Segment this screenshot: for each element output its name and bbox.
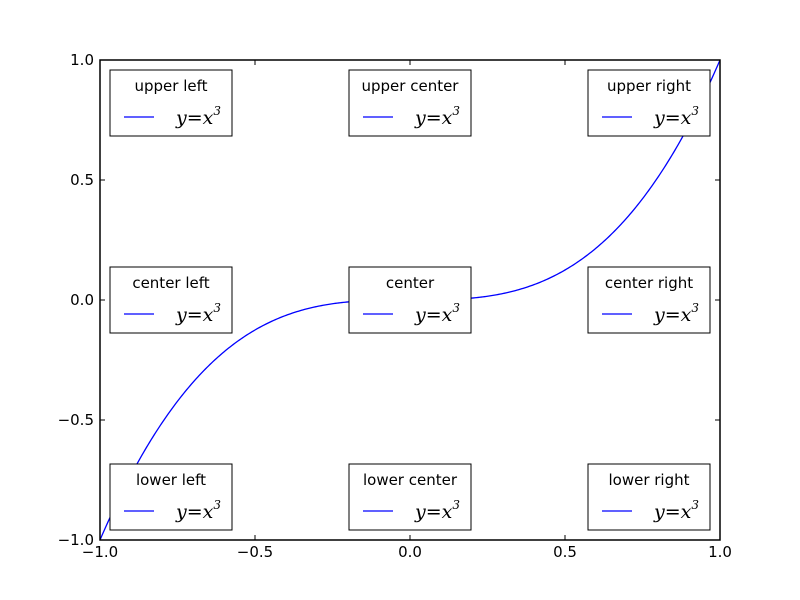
- legend-label-exponent: 3: [691, 301, 699, 315]
- legend-label-exponent: 3: [691, 498, 699, 512]
- y-tick-label: −0.5: [58, 411, 94, 429]
- legend-label-base: y=x: [414, 107, 453, 129]
- legend-title: lower left: [136, 471, 206, 489]
- legend-label-exponent: 3: [452, 498, 460, 512]
- legend-title: upper right: [607, 77, 691, 95]
- legend-center: center y=x3: [348, 266, 472, 334]
- x-tick-label: 0.5: [553, 543, 577, 561]
- y-tick-label: 0.5: [70, 171, 94, 189]
- legend-center-right: center right y=x3: [587, 266, 711, 334]
- legend-title: upper center: [362, 77, 460, 95]
- x-tick-label: 0.0: [398, 543, 422, 561]
- legend-box: [348, 69, 472, 137]
- legend-box: [109, 463, 233, 531]
- legend-center-left: center left y=x3: [109, 266, 233, 334]
- legend-box: [587, 69, 711, 137]
- legend-title: center left: [132, 274, 209, 292]
- legend-box: [109, 266, 233, 334]
- legend-label-base: y=x: [653, 304, 692, 326]
- legend-label: y=x3: [175, 498, 221, 523]
- legend-label: y=x3: [414, 301, 460, 326]
- x-tick-label: 1.0: [708, 543, 732, 561]
- legend-label-exponent: 3: [452, 104, 460, 118]
- legend-lower-center: lower center y=x3: [348, 463, 472, 531]
- legend-label: y=x3: [414, 104, 460, 129]
- legend-label-exponent: 3: [213, 498, 221, 512]
- legend-label-base: y=x: [175, 304, 214, 326]
- legend-box: [109, 69, 233, 137]
- legend-label: y=x3: [653, 301, 699, 326]
- legend-label-base: y=x: [175, 107, 214, 129]
- legend-label-base: y=x: [653, 107, 692, 129]
- legend-label-base: y=x: [175, 501, 214, 523]
- y-tick-label: 0.0: [70, 291, 94, 309]
- legend-label-base: y=x: [414, 501, 453, 523]
- x-tick-label: −1.0: [82, 543, 118, 561]
- legend-title: center: [386, 274, 435, 292]
- y-tick-label: 1.0: [70, 51, 94, 69]
- legend-box: [348, 463, 472, 531]
- legend-label: y=x3: [414, 498, 460, 523]
- legend-title: lower right: [608, 471, 689, 489]
- legend-label-exponent: 3: [213, 301, 221, 315]
- y-tick-label: −1.0: [58, 531, 94, 549]
- legend-title: center right: [605, 274, 693, 292]
- legend-box: [587, 266, 711, 334]
- legend-box: [587, 463, 711, 531]
- legend-label: y=x3: [175, 104, 221, 129]
- legend-box: [348, 266, 472, 334]
- legend-label-exponent: 3: [691, 104, 699, 118]
- legend-title: lower center: [363, 471, 458, 489]
- legend-upper-center: upper center y=x3: [348, 69, 472, 137]
- legend-label-exponent: 3: [213, 104, 221, 118]
- legend-label: y=x3: [175, 301, 221, 326]
- legend-lower-left: lower left y=x3: [109, 463, 233, 531]
- x-tick-label: −0.5: [237, 543, 273, 561]
- legend-lower-right: lower right y=x3: [587, 463, 711, 531]
- legend-label-base: y=x: [653, 501, 692, 523]
- legend-label-base: y=x: [414, 304, 453, 326]
- legend-title: upper left: [134, 77, 207, 95]
- legend-upper-left: upper left y=x3: [109, 69, 233, 137]
- legend-label: y=x3: [653, 104, 699, 129]
- legend-upper-right: upper right y=x3: [587, 69, 711, 137]
- legend-label-exponent: 3: [452, 301, 460, 315]
- legend-label: y=x3: [653, 498, 699, 523]
